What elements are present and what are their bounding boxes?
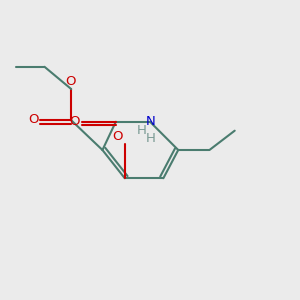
Text: N: N — [146, 115, 156, 128]
Text: O: O — [113, 130, 123, 142]
Text: H: H — [146, 132, 156, 145]
Text: O: O — [65, 75, 76, 88]
Text: O: O — [70, 115, 80, 128]
Text: H: H — [136, 124, 146, 136]
Text: O: O — [28, 113, 38, 127]
